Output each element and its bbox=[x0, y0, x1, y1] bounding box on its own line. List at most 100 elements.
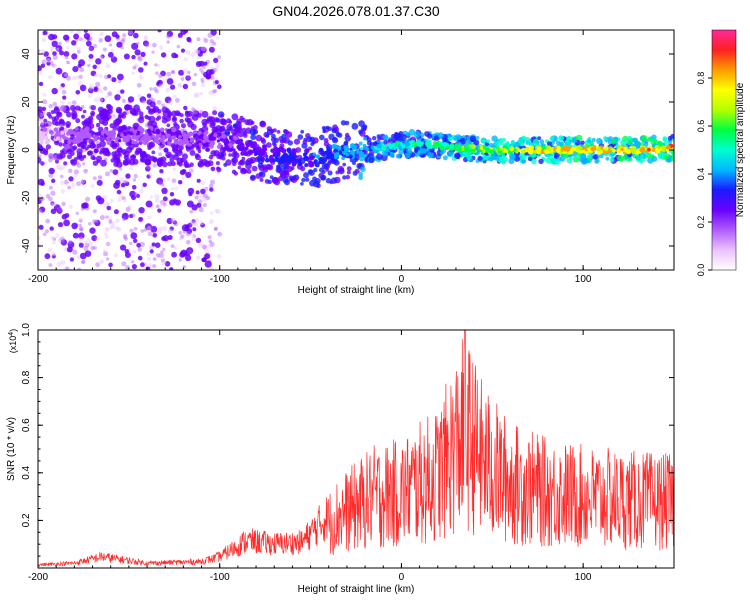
ridge-halo-point bbox=[300, 182, 304, 186]
ridge-halo-point bbox=[345, 174, 351, 180]
ridge-core-point bbox=[217, 142, 222, 147]
noise-point bbox=[50, 201, 55, 206]
ridge-core-point bbox=[562, 147, 567, 152]
noise-point bbox=[157, 208, 162, 213]
ridge-halo-point bbox=[376, 153, 383, 160]
ridge-halo-point bbox=[349, 157, 355, 163]
noise-point bbox=[116, 227, 122, 232]
noise-point bbox=[60, 83, 65, 88]
noise-point bbox=[164, 96, 172, 104]
ridge-halo-point bbox=[144, 159, 151, 166]
ridge-halo-point bbox=[406, 147, 412, 153]
ridge-halo-point bbox=[340, 120, 347, 126]
noise-point bbox=[87, 241, 93, 247]
noise-point bbox=[115, 218, 120, 224]
ridge-halo-point bbox=[580, 140, 585, 145]
noise-point bbox=[136, 82, 142, 88]
ridge-halo-point bbox=[166, 123, 171, 128]
noise-point bbox=[149, 87, 153, 91]
ridge-halo-point bbox=[167, 161, 173, 167]
ridge-core-point bbox=[125, 134, 132, 140]
ridge-core-point bbox=[546, 145, 552, 151]
noise-point bbox=[198, 207, 204, 213]
noise-point bbox=[80, 208, 85, 212]
ridge-halo-point bbox=[521, 141, 525, 146]
noise-point bbox=[138, 217, 143, 222]
noise-point bbox=[201, 196, 207, 203]
ridge-halo-point bbox=[360, 166, 366, 172]
noise-point bbox=[191, 204, 198, 211]
noise-point bbox=[48, 196, 53, 202]
ridge-halo-point bbox=[69, 105, 76, 111]
noise-point bbox=[130, 232, 138, 240]
ridge-core-point bbox=[359, 150, 363, 155]
ridge-halo-point bbox=[376, 134, 381, 139]
noise-point bbox=[152, 163, 157, 168]
noise-point bbox=[83, 169, 88, 174]
ridge-core-point bbox=[55, 130, 61, 136]
ridge-halo-point bbox=[161, 106, 168, 113]
ridge-halo-point bbox=[235, 124, 242, 131]
ridge-core-point bbox=[131, 140, 136, 145]
noise-point bbox=[96, 179, 103, 186]
noise-point bbox=[180, 77, 185, 81]
noise-point bbox=[125, 173, 131, 179]
ridge-halo-point bbox=[107, 108, 113, 115]
noise-point bbox=[157, 146, 162, 151]
noise-point bbox=[63, 247, 68, 252]
ridge-core-point bbox=[338, 150, 343, 154]
ridge-halo-point bbox=[246, 168, 252, 174]
noise-point bbox=[191, 81, 197, 87]
ridge-core-point bbox=[224, 145, 230, 151]
ridge-halo-point bbox=[169, 157, 175, 163]
ridge-halo-point bbox=[67, 154, 72, 160]
ridge-halo-point bbox=[322, 129, 327, 133]
noise-point bbox=[131, 213, 136, 217]
noise-point bbox=[109, 198, 114, 203]
ridge-core-point bbox=[129, 131, 134, 136]
ridge-core-point bbox=[106, 140, 112, 146]
noise-point bbox=[66, 75, 71, 81]
noise-point bbox=[129, 166, 133, 171]
ridge-core-point bbox=[326, 150, 332, 156]
ridge-halo-point bbox=[303, 172, 310, 179]
ridge-halo-point bbox=[63, 143, 71, 151]
ridge-halo-point bbox=[265, 163, 272, 170]
noise-point bbox=[181, 224, 189, 232]
noise-point bbox=[202, 244, 207, 250]
noise-point bbox=[145, 223, 152, 231]
noise-point bbox=[92, 219, 97, 224]
ridge-core-point bbox=[405, 142, 411, 147]
ridge-core-point bbox=[217, 132, 222, 137]
ridge-halo-point bbox=[337, 165, 345, 173]
noise-point bbox=[81, 179, 87, 185]
noise-point bbox=[180, 48, 186, 53]
ridge-core-point bbox=[182, 136, 189, 142]
noise-point bbox=[133, 32, 139, 39]
noise-point bbox=[107, 51, 114, 58]
ridge-halo-point bbox=[437, 132, 444, 139]
ridge-core-point bbox=[210, 140, 216, 146]
ridge-halo-point bbox=[179, 113, 184, 118]
ridge-core-point bbox=[49, 129, 54, 134]
noise-point bbox=[86, 238, 91, 243]
ridge-halo-point bbox=[271, 133, 276, 139]
noise-point bbox=[64, 55, 69, 60]
noise-point bbox=[217, 84, 222, 89]
noise-point bbox=[99, 31, 104, 37]
noise-point bbox=[39, 197, 44, 202]
ridge-core-point bbox=[320, 150, 326, 157]
ridge-halo-point bbox=[351, 122, 359, 130]
noise-point bbox=[107, 91, 113, 97]
noise-point bbox=[103, 86, 108, 91]
ridge-halo-point bbox=[382, 134, 389, 140]
noise-point bbox=[118, 79, 122, 84]
ridge-halo-point bbox=[310, 141, 315, 147]
ridge-core-point bbox=[309, 155, 314, 160]
noise-point bbox=[160, 70, 166, 77]
ridge-halo-point bbox=[332, 137, 339, 144]
noise-point bbox=[123, 53, 130, 60]
noise-point bbox=[66, 266, 71, 270]
noise-point bbox=[159, 202, 165, 208]
ridge-core-point bbox=[578, 146, 583, 151]
